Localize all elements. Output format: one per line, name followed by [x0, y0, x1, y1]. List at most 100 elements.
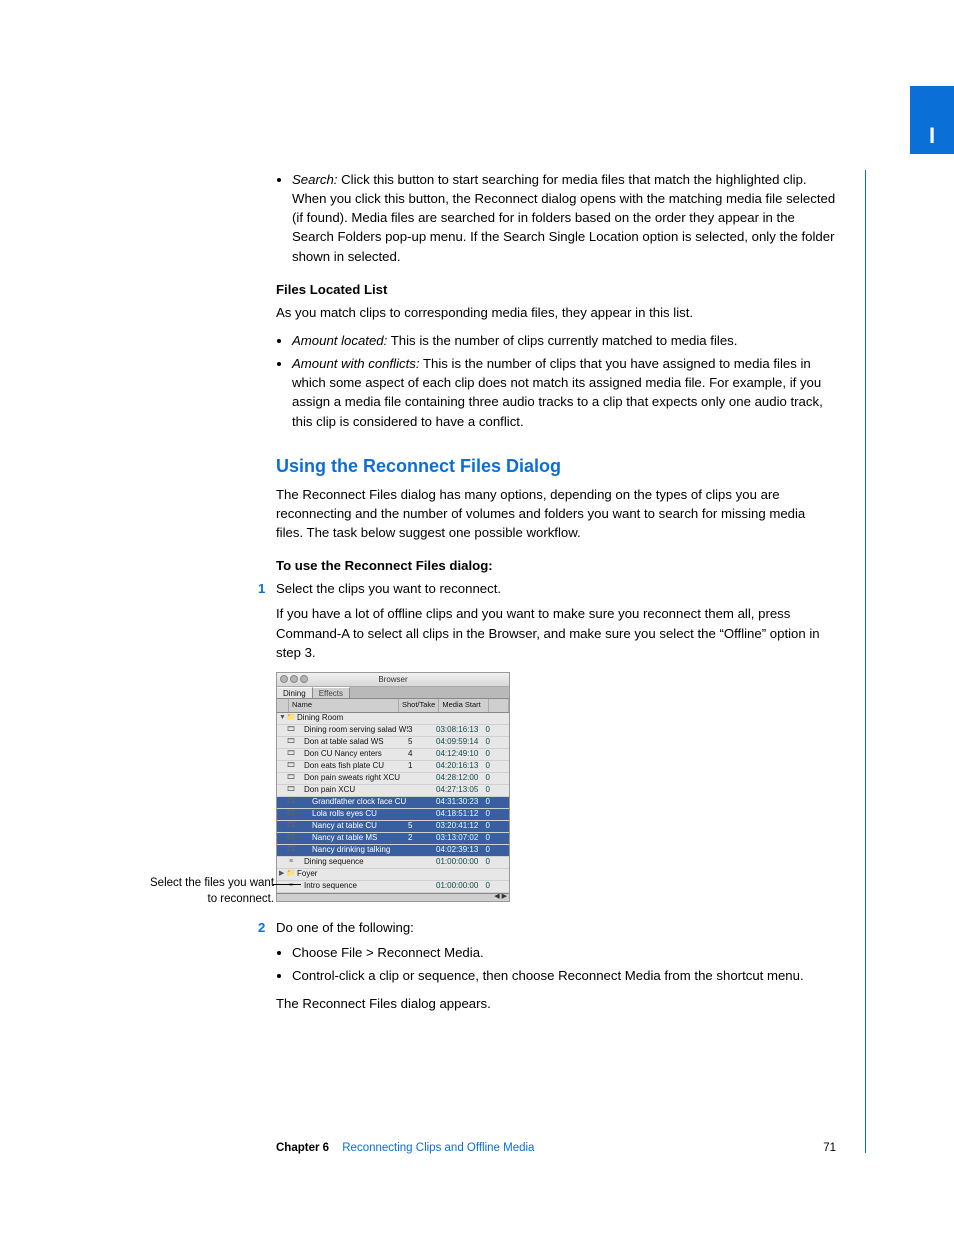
table-row[interactable]: 🎞Don at table salad WS504:09:59:140 — [277, 737, 509, 749]
shot-take-cell: 5 — [408, 736, 436, 748]
media-start-cell: 04:12:49:10 — [436, 748, 484, 760]
trailing-cell: 0 — [484, 772, 492, 784]
table-row[interactable]: 🎞Dining room serving salad WS303:08:16:1… — [277, 725, 509, 737]
table-row[interactable]: 🎞Nancy drinking talking 04:02:39:130 — [277, 845, 509, 857]
window-controls — [280, 675, 308, 683]
clip-icon: 🎞 — [286, 737, 296, 747]
scroll-right-icon[interactable]: ▶ — [502, 892, 507, 902]
media-start-cell: 04:28:12:00 — [436, 772, 484, 784]
step-2-bullets: Choose File > Reconnect Media. Control-c… — [276, 943, 836, 985]
media-start-cell: 01:00:00:00 — [436, 856, 484, 868]
col-spacer — [489, 699, 509, 712]
media-start-cell: 01:00:00:00 — [436, 880, 484, 892]
table-row[interactable]: ≡Intro sequence01:00:00:000 — [277, 881, 509, 893]
step-2-after: The Reconnect Files dialog appears. — [276, 994, 836, 1013]
trailing-cell: 0 — [484, 760, 492, 772]
step-1-number: 1 — [258, 579, 265, 598]
trailing-cell: 0 — [484, 784, 492, 796]
figure-callout: Select the files you want to reconnect. — [150, 876, 274, 907]
clip-icon: 🎞 — [286, 725, 296, 735]
media-start-cell: 03:13:07:02 — [436, 832, 484, 844]
close-icon — [280, 675, 288, 683]
clip-icon: 🎞 — [286, 809, 296, 819]
table-row[interactable]: 🎞Don pain sweats right XCU 04:28:12:000 — [277, 773, 509, 785]
files-located-heading: Files Located List — [276, 280, 836, 299]
clip-icon: 🎞 — [286, 833, 296, 843]
media-start-cell: 04:31:30:23 — [436, 796, 484, 808]
browser-title: Browser — [378, 675, 407, 684]
browser-scrollbar[interactable]: ◀▶ — [277, 893, 509, 901]
clip-icon: 🎞 — [286, 749, 296, 759]
minimize-icon — [290, 675, 298, 683]
media-start-cell: 04:09:59:14 — [436, 736, 484, 748]
howto-heading: To use the Reconnect Files dialog: — [276, 556, 836, 575]
clip-icon: 🎞 — [286, 821, 296, 831]
table-row[interactable]: ≡Dining sequence01:00:00:000 — [277, 857, 509, 869]
media-start-cell: 04:02:39:13 — [436, 844, 484, 856]
table-row[interactable]: 🎞Don eats fish plate CU104:20:16:130 — [277, 761, 509, 773]
shot-take-cell: 2 — [408, 832, 436, 844]
step-2-text: Do one of the following: — [276, 920, 414, 935]
step-2: 2 Do one of the following: — [276, 918, 836, 937]
browser-screenshot: Browser Dining Effects Name Shot/Take Me… — [276, 672, 510, 902]
table-row[interactable]: 🎞Nancy at table CU503:20:41:120 — [277, 821, 509, 833]
tab-effects[interactable]: Effects — [313, 687, 350, 698]
amount-conflicts-bullet: Amount with conflicts: This is the numbe… — [292, 354, 836, 431]
disclosure-icon[interactable]: ▼ — [279, 713, 285, 723]
table-row[interactable]: ▼📁Dining Room — [277, 713, 509, 725]
trailing-cell: 0 — [484, 796, 492, 808]
trailing-cell: 0 — [484, 736, 492, 748]
scroll-left-icon[interactable]: ◀ — [494, 892, 499, 902]
col-shot-take[interactable]: Shot/Take — [399, 699, 439, 712]
footer-chapter: Chapter 6 — [276, 1142, 329, 1154]
media-start-cell: 03:20:41:12 — [436, 820, 484, 832]
clip-icon: 📁 — [286, 869, 296, 879]
footer-title: Reconnecting Clips and Offline Media — [342, 1142, 534, 1154]
table-row[interactable]: 🎞Grandfather clock face CU04:31:30:230 — [277, 797, 509, 809]
clip-icon: 🎞 — [286, 773, 296, 783]
col-name[interactable]: Name — [289, 699, 399, 712]
clip-icon: 📁 — [286, 713, 296, 723]
search-bullet: Search: Click this button to start searc… — [292, 170, 836, 266]
trailing-cell: 0 — [484, 844, 492, 856]
col-media-start[interactable]: Media Start — [439, 699, 489, 712]
clip-name: Intro sequence — [296, 880, 408, 892]
table-row[interactable]: 🎞Lola rolls eyes CU04:18:51:120 — [277, 809, 509, 821]
zoom-icon — [300, 675, 308, 683]
section-tab: I — [910, 86, 954, 154]
shot-take-cell: 1 — [408, 760, 436, 772]
clip-name: Don at table salad WS — [296, 736, 408, 748]
clip-icon: 🎞 — [286, 785, 296, 795]
footer-page-number: 71 — [823, 1140, 836, 1157]
section-intro: The Reconnect Files dialog has many opti… — [276, 485, 836, 542]
table-row[interactable]: 🎞Nancy at table MS203:13:07:020 — [277, 833, 509, 845]
clip-name: Lola rolls eyes CU — [296, 808, 408, 820]
files-located-intro: As you match clips to corresponding medi… — [276, 303, 836, 322]
clip-name: Don pain sweats right XCU — [296, 772, 408, 784]
media-start-cell: 03:08:16:13 — [436, 724, 484, 736]
step-1: 1 Select the clips you want to reconnect… — [276, 579, 836, 598]
search-bullet-label: Search: — [292, 172, 337, 187]
clip-name: Don CU Nancy enters — [296, 748, 408, 760]
trailing-cell: 0 — [484, 880, 492, 892]
page-footer: Chapter 6 Reconnecting Clips and Offline… — [276, 1140, 836, 1157]
table-row[interactable]: 🎞Don CU Nancy enters404:12:49:100 — [277, 749, 509, 761]
browser-tabs: Dining Effects — [277, 687, 509, 699]
clip-name: Nancy at table MS — [296, 832, 408, 844]
amount-located-label: Amount located: — [292, 333, 387, 348]
clip-icon: 🎞 — [286, 797, 296, 807]
clip-name: Nancy drinking talking — [296, 844, 408, 856]
trailing-cell: 0 — [484, 832, 492, 844]
browser-column-headers: Name Shot/Take Media Start — [277, 699, 509, 713]
tab-dining[interactable]: Dining — [277, 687, 313, 698]
shot-take-cell: 4 — [408, 748, 436, 760]
table-row[interactable]: ▶📁Foyer — [277, 869, 509, 881]
clip-name: Nancy at table CU — [296, 820, 408, 832]
trailing-cell: 0 — [484, 820, 492, 832]
col-icon — [277, 699, 289, 712]
disclosure-icon[interactable]: ▶ — [279, 869, 285, 879]
table-row[interactable]: 🎞Don pain XCU04:27:13:050 — [277, 785, 509, 797]
amount-located-text: This is the number of clips currently ma… — [387, 333, 737, 348]
callout-leader-line — [273, 884, 301, 885]
clip-icon: 🎞 — [286, 845, 296, 855]
